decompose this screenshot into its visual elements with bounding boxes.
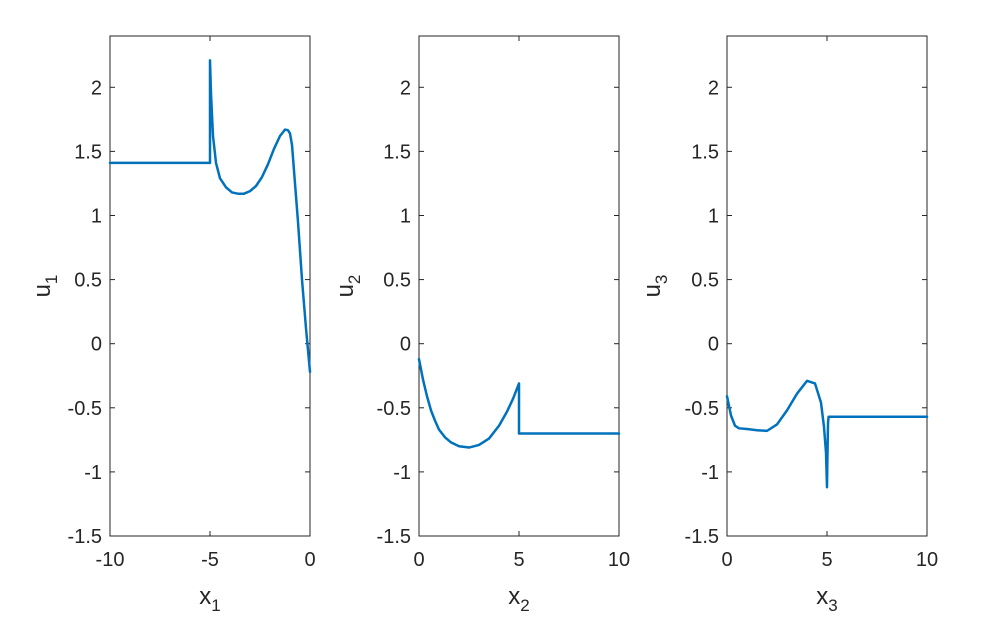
y-tick-label: 1: [708, 205, 719, 227]
axes-frame-2: [418, 35, 620, 537]
y-tick-label: 1: [91, 205, 102, 227]
subplot-3: -1.5 -1 -0.5 0 0.5 1 1.5 2 0 5 10 u3 x3: [639, 35, 938, 615]
y-ticks-1: -1.5 -1 -0.5 0 0.5 1 1.5 2: [68, 77, 310, 548]
x-tick-label: 10: [916, 549, 938, 571]
y-tick-label: 1.5: [691, 141, 719, 163]
x-tick-label: -10: [96, 549, 125, 571]
y-tick-label: 0: [708, 334, 719, 356]
y-tick-label: 2: [400, 77, 411, 99]
x-axis-label-2: x2: [508, 583, 529, 615]
y-tick-label: 1.5: [74, 141, 102, 163]
y-tick-label: -0.5: [685, 398, 719, 420]
y-tick-label: -1.5: [68, 526, 102, 548]
subplot-2: -1.5 -1 -0.5 0 0.5 1 1.5 2 0 5 10 u2 x2: [332, 35, 630, 615]
series-line-1: [108, 59, 312, 374]
series-line-2: [417, 357, 621, 449]
y-tick-label: -1: [701, 462, 719, 484]
y-tick-label: -1.5: [377, 526, 411, 548]
x-ticks-2: 0 5 10: [413, 36, 630, 571]
y-tick-label: 0: [400, 334, 411, 356]
x-tick-label: -5: [201, 549, 219, 571]
x-ticks-3: 0 5 10: [721, 36, 938, 571]
x-tick-label: 5: [821, 549, 832, 571]
y-axis-label-1: u1: [29, 275, 61, 298]
x-tick-label: 0: [413, 549, 424, 571]
y-axis-label-2: u2: [332, 275, 364, 298]
y-tick-label: -1.5: [685, 526, 719, 548]
series-line-3: [725, 379, 929, 489]
y-ticks-3: -1.5 -1 -0.5 0 0.5 1 1.5 2: [685, 77, 927, 548]
y-tick-label: -0.5: [377, 398, 411, 420]
y-tick-label: 2: [708, 77, 719, 99]
subplot-1: -1.5 -1 -0.5 0 0.5 1 1.5 2 -10 -5 0 u1 x1: [29, 35, 316, 615]
y-tick-label: 1.5: [383, 141, 411, 163]
y-tick-label: 1: [400, 205, 411, 227]
x-ticks-1: -10 -5 0: [96, 36, 316, 571]
y-tick-label: -1: [84, 462, 102, 484]
y-axis-label-3: u3: [639, 275, 671, 298]
y-tick-label: 0.5: [74, 270, 102, 292]
x-tick-label: 0: [721, 549, 732, 571]
x-axis-label-1: x1: [199, 583, 220, 615]
x-axis-label-3: x3: [816, 583, 837, 615]
x-tick-label: 0: [304, 549, 315, 571]
y-tick-label: 0: [91, 334, 102, 356]
x-tick-label: 5: [513, 549, 524, 571]
y-tick-label: -0.5: [68, 398, 102, 420]
y-tick-label: 0.5: [691, 270, 719, 292]
x-tick-label: 10: [608, 549, 630, 571]
y-tick-label: 2: [91, 77, 102, 99]
y-ticks-2: -1.5 -1 -0.5 0 0.5 1 1.5 2: [377, 77, 619, 548]
y-tick-label: 0.5: [383, 270, 411, 292]
y-tick-label: -1: [393, 462, 411, 484]
